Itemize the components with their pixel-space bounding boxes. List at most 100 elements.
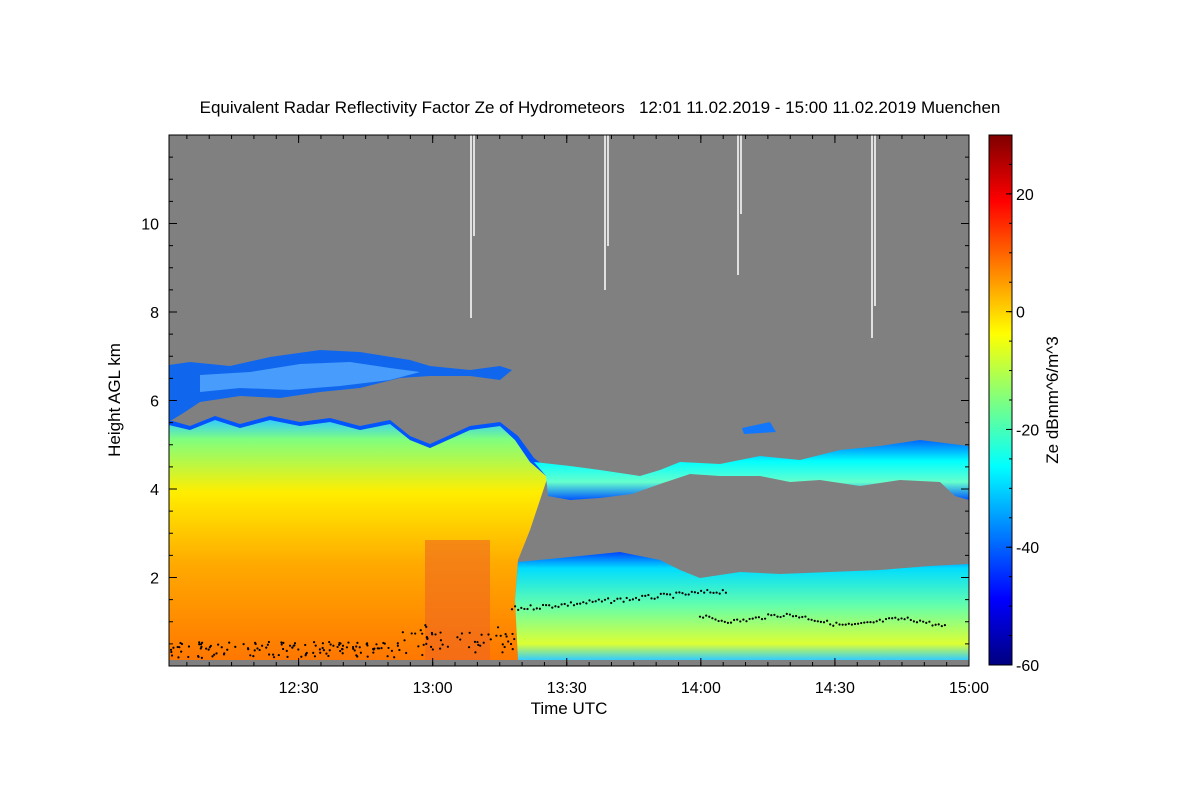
cloud-base-point	[715, 591, 718, 594]
cloud-base-point	[641, 594, 644, 598]
y-axis: 2 4 6 8 10	[141, 156, 969, 645]
precip-core	[425, 540, 490, 660]
cloud-base-point	[226, 648, 229, 651]
cloud-base-point	[928, 620, 931, 623]
cloud-base-point	[468, 631, 471, 634]
cloud-base-point	[476, 640, 479, 644]
cloud-base-point	[835, 621, 838, 624]
cloud-base-point	[517, 608, 520, 612]
cloud-base-point	[425, 636, 428, 639]
cloud-base-point	[919, 619, 922, 622]
cloud-base-point	[425, 625, 428, 629]
cloud-base-point	[513, 637, 516, 641]
cloud-base-point	[332, 644, 335, 647]
cloud-base-point	[644, 594, 647, 597]
y-axis-label: Height AGL km	[105, 343, 124, 457]
cloud-base-point	[545, 604, 548, 607]
y-tick-label: 6	[150, 394, 159, 411]
cloud-base-point	[810, 618, 813, 621]
cloud-base-point	[347, 641, 350, 644]
cloud-base-point	[853, 622, 857, 626]
cloud-base-point	[501, 651, 504, 654]
cloud-base-point	[653, 597, 656, 600]
cloud-base-point	[177, 656, 180, 659]
cloud-base-points	[169, 588, 947, 659]
cloud-base-point	[579, 602, 582, 605]
cloud-base-point	[585, 602, 588, 605]
cloud-base-point	[721, 588, 724, 592]
cloud-base-point	[675, 591, 678, 594]
cloud-base-point	[495, 634, 498, 637]
cloud-base-point	[503, 645, 506, 649]
cloud-base-point	[254, 642, 257, 646]
cloud-base-point	[788, 613, 792, 616]
cloud-base-point	[708, 615, 711, 618]
cloud-base-point	[467, 646, 471, 649]
cloud-base-point	[356, 655, 359, 658]
cloud-base-point	[352, 647, 355, 650]
cloud-base-point	[474, 651, 477, 654]
cloud-base-point	[213, 653, 216, 656]
cloud-base-point	[764, 617, 767, 620]
cloud-base-point	[234, 645, 237, 648]
colorbar-axis: 20 0 -20 -40 -60	[1006, 134, 1039, 675]
cloud-base-point	[884, 617, 888, 621]
cloud-base-point	[396, 642, 399, 645]
cloud-base-point	[505, 635, 508, 638]
cloud-base-point	[791, 615, 795, 618]
cloud-base-point	[566, 604, 569, 607]
cloud-base-point	[760, 617, 764, 621]
main-precipitation	[169, 420, 548, 660]
cloud-base-point	[826, 619, 829, 622]
cloud-base-point	[860, 621, 863, 625]
cloud-base-point	[504, 633, 507, 636]
cloud-base-point	[665, 593, 669, 596]
cloud-base-point	[718, 592, 721, 595]
x-tick-label: 13:30	[547, 680, 587, 697]
cloud-base-point	[532, 608, 535, 611]
cloud-base-point	[897, 618, 900, 621]
cloud-base-point	[647, 593, 650, 597]
cloud-base-point	[341, 652, 344, 655]
cloud-base-point	[613, 599, 616, 603]
cloud-base-point	[441, 643, 444, 646]
cloud-base-point	[431, 648, 434, 651]
cloud-base-point	[211, 655, 214, 658]
cloud-base-point	[912, 620, 916, 623]
cloud-base-point	[205, 647, 208, 650]
low-precipitation-layer	[515, 552, 969, 660]
cloud-base-point	[607, 597, 610, 600]
cloud-base-point	[693, 591, 697, 594]
cloud-base-point	[610, 601, 613, 605]
cloud-base-point	[372, 648, 375, 651]
cloud-base-point	[754, 616, 757, 619]
cloud-base-point	[548, 604, 551, 607]
cloud-base-point	[554, 605, 557, 608]
cloud-base-point	[937, 623, 940, 626]
cloud-base-point	[459, 638, 462, 641]
cloud-base-point	[687, 593, 690, 596]
cloud-base-point	[563, 602, 566, 606]
cloud-base-point	[520, 606, 523, 609]
cloud-base-point	[541, 603, 545, 607]
x-tick-label: 14:30	[815, 680, 855, 697]
cloud-base-point	[551, 606, 554, 609]
cloud-base-point	[739, 620, 742, 623]
cloud-base-point	[684, 593, 687, 596]
cloud-base-point	[321, 646, 324, 650]
cloud-base-point	[410, 632, 413, 635]
cloud-base-point	[339, 642, 342, 645]
cloud-base-point	[351, 645, 355, 649]
cloud-base-point	[638, 598, 641, 602]
cloud-base-point	[603, 598, 607, 601]
cloud-base-point	[669, 593, 672, 596]
cloud-base-point	[576, 602, 579, 605]
cloud-base-point	[909, 618, 912, 622]
cloud-base-point	[338, 643, 341, 646]
cloud-base-point	[841, 623, 844, 626]
cloud-base-point	[724, 591, 728, 594]
cloud-base-point	[597, 598, 600, 601]
cloud-base-point	[767, 613, 770, 616]
cloud-base-point	[293, 642, 297, 645]
cloud-base-point	[425, 642, 428, 646]
